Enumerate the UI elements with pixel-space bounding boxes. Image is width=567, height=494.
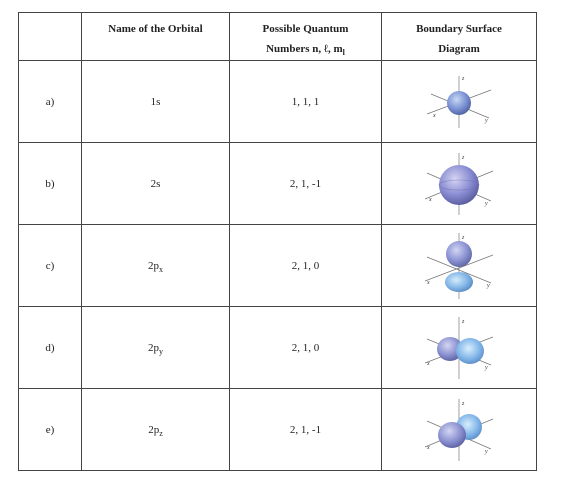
orbital-2pz-diagram: z x y (424, 398, 494, 461)
z-axis-label: z (461, 319, 465, 325)
quantum-numbers: 2, 1, 0 (229, 306, 382, 389)
table-row: a) 1s 1, 1, 1 z x y (18, 60, 537, 143)
header-label (18, 12, 82, 61)
row-label: b) (18, 142, 82, 225)
orbital-table: Name of the Orbital Possible Quantum Num… (18, 12, 537, 471)
x-axis-label: x (426, 280, 430, 286)
row-label: e) (18, 388, 82, 471)
boundary-diagram: z x y (381, 306, 537, 389)
orbital-2py-diagram: z x y (424, 316, 494, 379)
x-axis-label: x (428, 197, 432, 203)
quantum-numbers: 1, 1, 1 (229, 60, 382, 143)
table-row: b) 2s 2, 1, -1 z x y (18, 142, 537, 225)
orbital-name: 1s (81, 60, 230, 143)
quantum-numbers: 2, 1, -1 (229, 388, 382, 471)
x-axis-label: x (426, 361, 430, 367)
orbital-1s-diagram: z x y (426, 75, 492, 128)
table-row: c) 2px 2, 1, 0 z x y (18, 224, 537, 307)
header-quantum-line2: Numbers n, ℓ, m (266, 43, 343, 55)
header-quantum-sub: l (342, 48, 345, 57)
table-row: e) 2pz 2, 1, -1 z x y (18, 388, 537, 471)
y-axis-label: y (484, 118, 488, 124)
header-diagram-line2: Diagram (438, 43, 480, 55)
header-row: Name of the Orbital Possible Quantum Num… (18, 12, 537, 61)
boundary-diagram: z x y (381, 224, 537, 307)
y-axis-label: y (484, 449, 488, 455)
orbital-2s-diagram: z x y (424, 152, 494, 215)
orbital-2px-diagram: z x y (424, 232, 494, 299)
boundary-diagram: z x y (381, 388, 537, 471)
row-label: d) (18, 306, 82, 389)
z-axis-label: z (461, 155, 465, 161)
boundary-diagram: z x y (381, 60, 537, 143)
z-axis-label: z (461, 76, 465, 82)
orbital-name: 2py (81, 306, 230, 389)
row-label: c) (18, 224, 82, 307)
header-diagram-line1: Boundary Surface (416, 23, 502, 35)
quantum-numbers: 2, 1, 0 (229, 224, 382, 307)
x-axis-label: x (426, 445, 430, 451)
header-diagram: Boundary Surface Diagram (381, 12, 537, 61)
header-quantum-line1: Possible Quantum (262, 23, 349, 35)
header-quantum-numbers: Possible Quantum Numbers n, ℓ, ml (229, 12, 382, 61)
y-axis-label: y (486, 283, 490, 289)
row-label: a) (18, 60, 82, 143)
boundary-diagram: z x y (381, 142, 537, 225)
z-axis-label: z (461, 401, 465, 407)
table-row: d) 2py 2, 1, 0 z x y (18, 306, 537, 389)
z-axis-label: z (461, 235, 465, 241)
orbital-name: 2s (81, 142, 230, 225)
orbital-name: 2pz (81, 388, 230, 471)
quantum-numbers: 2, 1, -1 (229, 142, 382, 225)
orbital-name: 2px (81, 224, 230, 307)
y-axis-label: y (484, 201, 488, 207)
header-orbital-name: Name of the Orbital (81, 12, 230, 61)
x-axis-label: x (432, 113, 436, 119)
y-axis-label: y (484, 365, 488, 371)
